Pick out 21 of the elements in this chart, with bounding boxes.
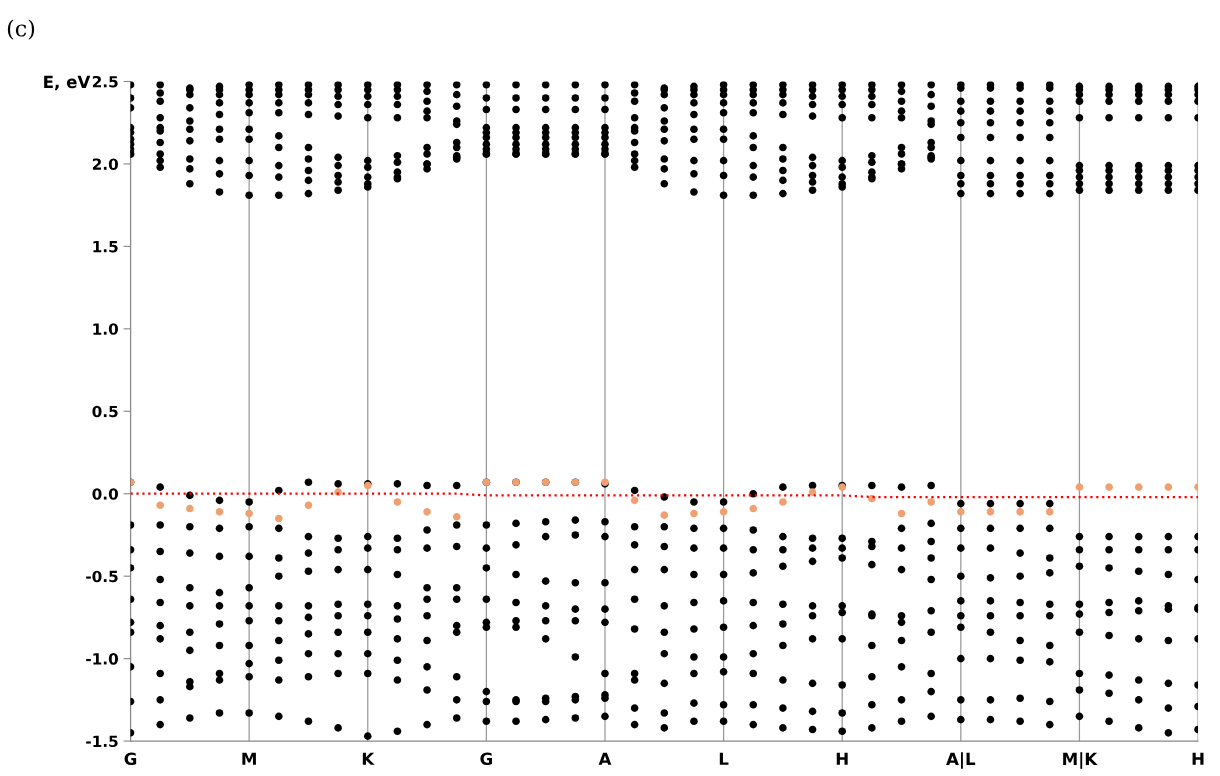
x-tick-label: G: [480, 752, 492, 766]
y-tick-label: 2.5: [92, 75, 118, 88]
y-tick-label: 0.5: [92, 405, 118, 418]
y-tick-label: 1.5: [93, 241, 118, 253]
y-tick-label: 1.0: [93, 323, 118, 335]
x-tick-label: H: [836, 752, 848, 765]
x-tick-label: L: [719, 752, 729, 765]
x-tick-label: H: [1192, 752, 1204, 765]
chart-title: (c): [7, 19, 35, 40]
x-tick-label: M: [242, 752, 256, 765]
x-tick-label: A|L: [946, 752, 976, 769]
y-tick-label: -1.5: [86, 735, 118, 748]
x-tick-label: A: [598, 752, 612, 765]
x-tick-label: G: [124, 752, 137, 766]
y-tick-label: 2.0: [92, 158, 118, 170]
y-tick-label: -1.0: [86, 653, 119, 665]
y-tick-label: -0.5: [86, 570, 118, 583]
y-axis-title: E, eV: [44, 75, 91, 91]
x-tick-label: K: [362, 752, 375, 765]
x-tick-label: M|K: [1063, 752, 1098, 769]
y-tick-label: 0.0: [92, 488, 118, 500]
